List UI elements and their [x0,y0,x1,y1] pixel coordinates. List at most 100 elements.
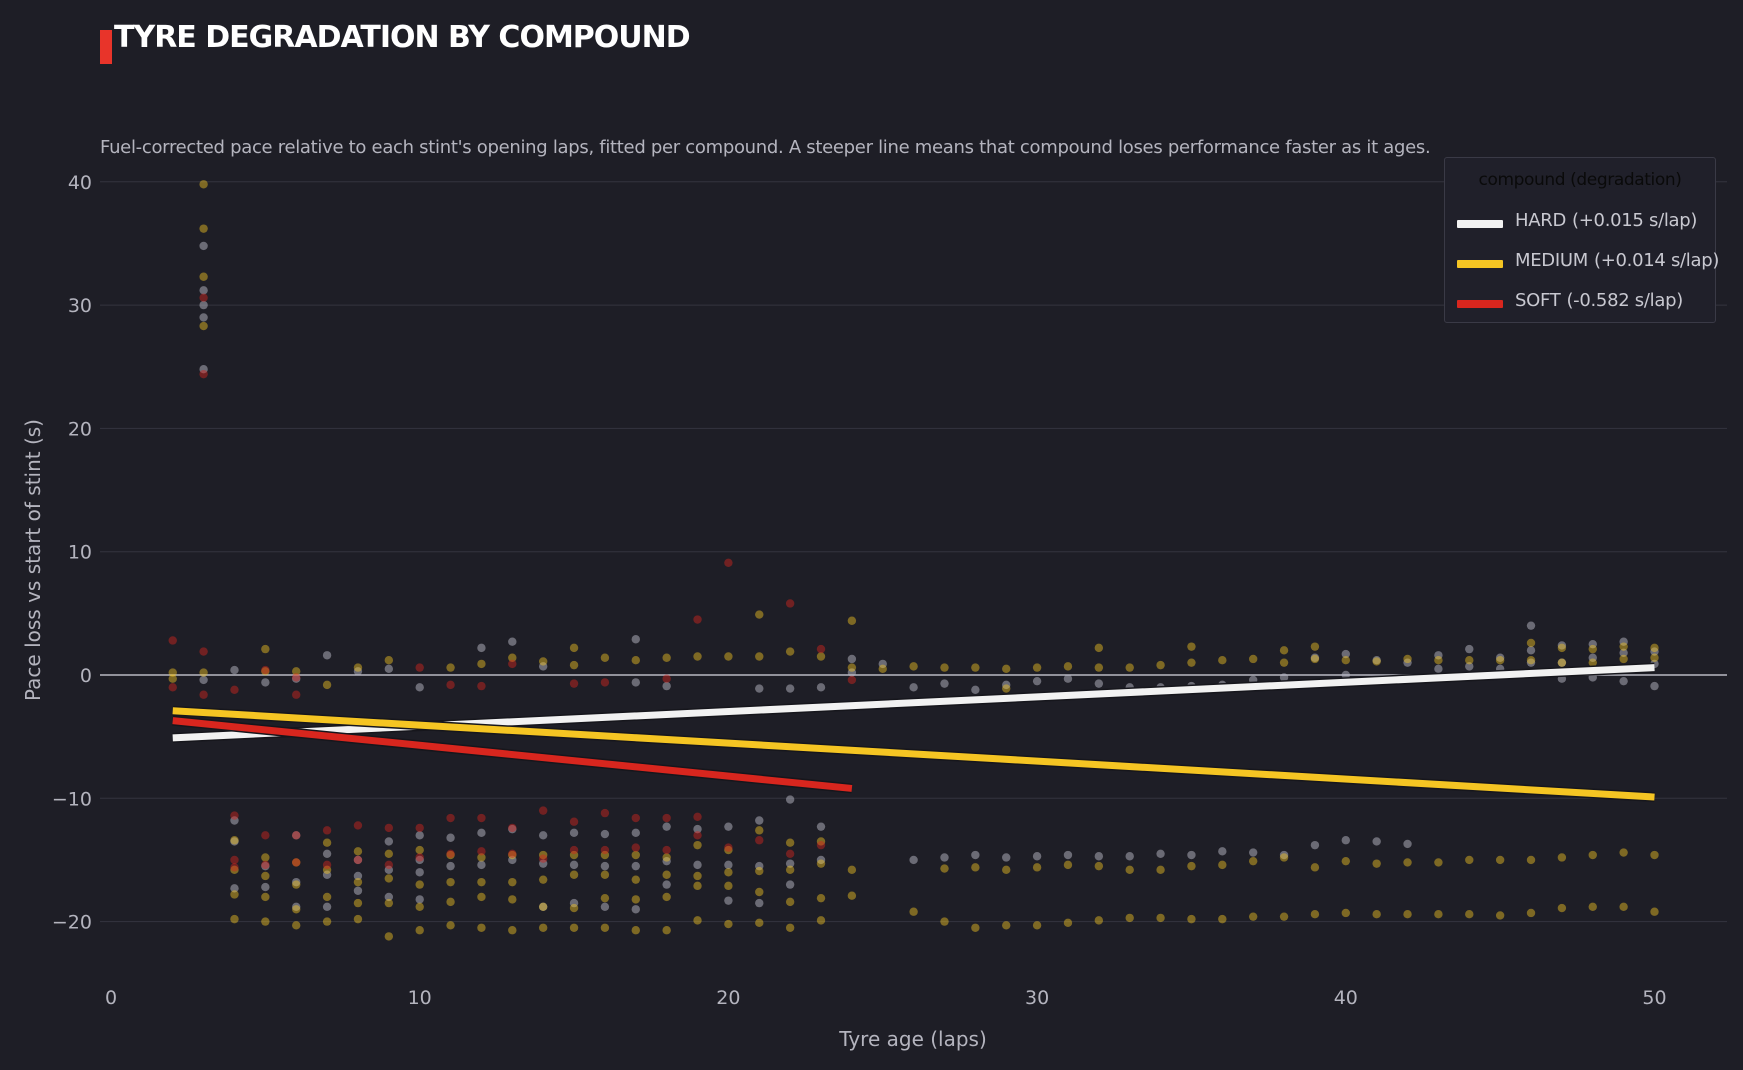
point-medium [909,662,918,671]
point-soft [662,813,671,823]
point-medium [508,877,517,887]
y-tick-label: 30 [68,295,92,317]
point-soft [353,821,363,830]
point-hard [477,860,486,870]
y-tick-label: −10 [52,788,92,810]
point-medium [1619,848,1628,857]
point-medium [1588,658,1597,667]
point-hard [1403,658,1412,667]
point-soft [384,823,394,833]
chart-subtitle: Fuel-corrected pace relative to each sti… [100,137,1431,158]
point-medium [1032,863,1042,872]
point-hard [1002,680,1011,690]
point-medium [1156,660,1165,670]
point-soft [508,659,517,669]
point-medium [261,853,270,862]
point-medium [446,877,455,887]
point-hard [1341,649,1351,659]
point-medium [261,917,270,926]
point-medium [847,663,857,672]
point-hard [353,886,363,895]
point-hard [724,860,733,870]
point-hard [1063,674,1073,683]
point-hard [415,683,424,692]
point-hard [292,674,301,683]
point-hard [538,859,548,868]
point-hard [322,651,332,660]
x-tick-label: 0 [105,987,117,1009]
point-soft [693,615,702,624]
point-hard [785,880,795,889]
point-medium [1465,910,1474,919]
point-soft [415,823,424,833]
y-axis-label: Pace loss vs start of stint (s) [21,419,45,701]
point-medium [1526,855,1536,865]
point-medium [230,836,239,845]
point-medium [569,660,579,670]
point-medium [477,923,486,932]
point-hard [199,286,208,295]
point-medium [693,916,702,925]
point-hard [600,861,610,871]
point-medium [1187,861,1196,871]
point-hard [631,828,640,838]
x-tick-label: 50 [1642,987,1666,1009]
point-medium [230,914,239,924]
point-medium [1341,656,1351,665]
point-soft [538,854,548,863]
point-soft [631,843,640,852]
point-medium [1187,914,1196,924]
point-hard [415,868,424,877]
point-medium [1094,861,1104,871]
point-medium [1557,643,1567,653]
point-medium [1002,865,1011,875]
point-medium [261,871,270,881]
point-medium [1341,856,1351,866]
point-hard [816,683,826,692]
point-medium [1002,664,1011,674]
point-medium [322,892,332,902]
point-medium [816,916,826,925]
point-medium [1372,859,1381,868]
point-soft [816,840,826,850]
point-hard [1279,673,1289,682]
point-medium [1526,656,1536,665]
point-medium [1218,914,1227,924]
point-medium [1372,910,1381,919]
point-medium [1063,860,1073,870]
point-hard [847,654,857,664]
point-hard [230,665,239,675]
point-medium [415,926,424,935]
point-medium [384,932,394,941]
point-medium [1187,642,1196,651]
point-medium [631,926,640,935]
point-medium [261,644,270,654]
point-hard [1310,653,1320,662]
point-medium [1187,658,1196,667]
legend-degradation-medium: (+0.014 s/lap) [1593,250,1720,271]
point-medium [1434,858,1443,867]
point-medium [1650,850,1659,860]
point-medium [384,874,394,883]
point-medium [538,902,548,912]
point-hard [1094,852,1104,861]
point-soft [230,811,239,820]
y-tick-label: 10 [68,542,92,564]
point-medium [1403,858,1412,867]
point-hard [662,681,671,691]
point-soft [600,808,610,818]
point-medium [1650,653,1659,662]
point-medium [1125,913,1134,923]
point-hard [508,637,517,646]
point-medium [1156,913,1165,923]
point-hard [230,884,239,893]
point-medium [168,668,177,677]
point-medium [755,652,764,661]
point-hard [755,898,764,908]
point-hard [785,859,795,868]
point-hard [261,861,270,871]
point-hard [755,816,764,825]
point-medium [1310,654,1320,664]
point-hard [971,685,980,694]
point-soft [569,845,579,855]
